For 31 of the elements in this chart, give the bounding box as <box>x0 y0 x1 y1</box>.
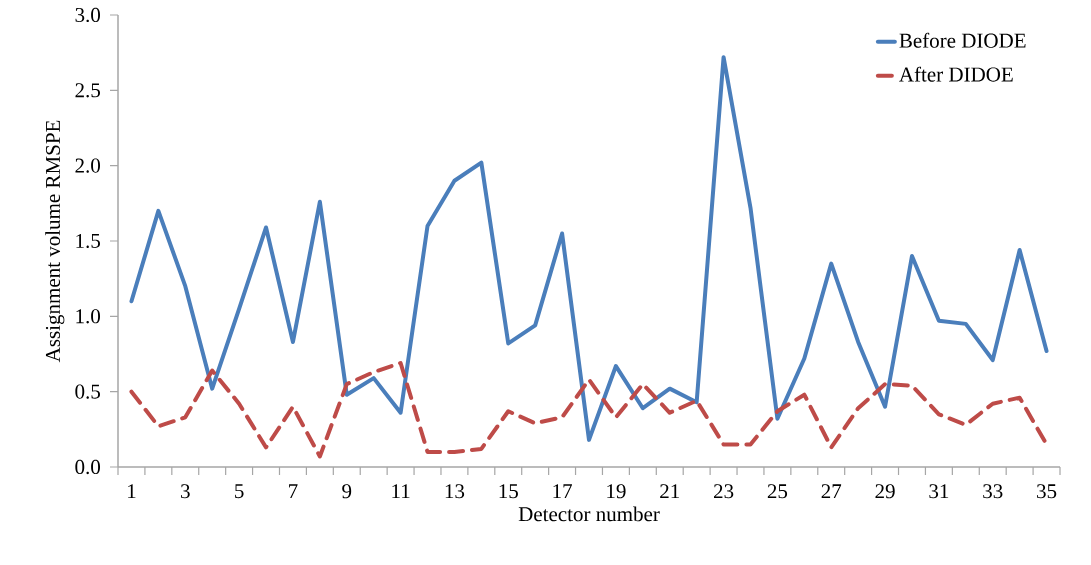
y-tick-label: 2.5 <box>75 83 100 98</box>
y-tick-label: 1.5 <box>76 233 100 249</box>
x-tick-label: 3 <box>181 484 190 499</box>
x-tick-label: 17 <box>553 484 572 499</box>
x-tick-label: 5 <box>235 484 244 499</box>
x-tick-label: 15 <box>499 484 518 499</box>
legend-label: After DIDOE <box>899 66 1013 82</box>
y-tick-label: 0.5 <box>75 384 100 399</box>
line-series <box>129 361 1049 459</box>
x-tick-label: 23 <box>714 484 734 499</box>
x-tick-label: 21 <box>660 484 679 499</box>
x-tick-label: 27 <box>821 484 842 499</box>
x-tick-label: 29 <box>875 484 895 499</box>
x-tick-label: 7 <box>289 484 298 498</box>
x-tick-label: 19 <box>607 484 626 499</box>
y-axis-title: Assignment volume RMSPE <box>45 120 65 363</box>
x-tick-label: 35 <box>1037 484 1057 499</box>
y-tick-label: 0.0 <box>75 459 100 475</box>
y-tick-label: 2.0 <box>75 158 100 173</box>
x-axis-title: Detector number <box>518 506 660 522</box>
y-tick-label: 3.0 <box>75 7 100 23</box>
x-tick-label: 13 <box>445 484 465 499</box>
x-tick-label: 1 <box>128 484 136 499</box>
line-series <box>129 55 1049 442</box>
x-tick-label: 9 <box>342 484 352 499</box>
x-tick-label: 31 <box>929 484 949 499</box>
x-tick-label: 33 <box>983 484 1003 499</box>
x-tick-label: 25 <box>767 484 788 499</box>
y-tick-label: 1.0 <box>76 309 100 324</box>
x-tick-label: 11 <box>392 484 410 499</box>
legend-label: Before DIODE <box>899 32 1026 48</box>
